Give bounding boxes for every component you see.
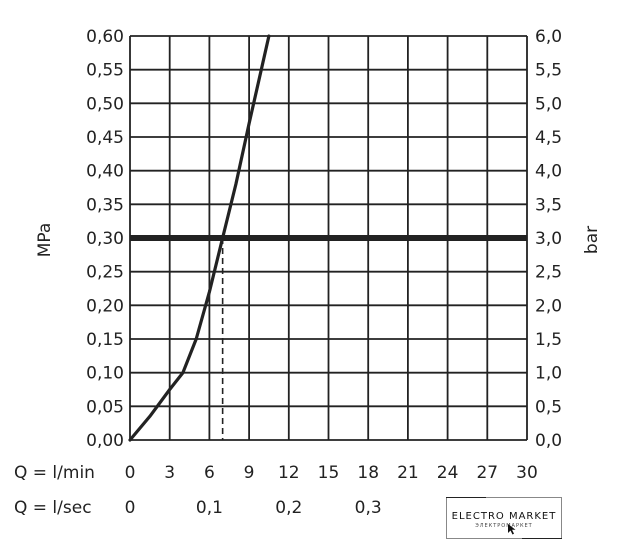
y-right-tick-label: 0,5 [535, 397, 562, 417]
cursor-icon [508, 524, 516, 535]
x-tick-label-lmin: 27 [476, 463, 498, 483]
reference-lines [130, 235, 527, 440]
x-tick-label-lsec: 0,2 [275, 498, 302, 518]
watermark-logo: ELECTRO MARKET ЭЛЕКТРОМАРКЕТ [446, 497, 562, 539]
y-right-tick-label: 2,0 [535, 296, 562, 316]
watermark-subtitle: ЭЛЕКТРОМАРКЕТ [475, 523, 532, 529]
y-right-axis-label: bar [582, 226, 602, 254]
y-right-tick-label: 5,5 [535, 61, 562, 81]
x-tick-label-lmin: 9 [244, 463, 255, 483]
x-tick-label-lmin: 3 [164, 463, 175, 483]
x-tick-label-lsec: 0,1 [196, 498, 223, 518]
x-tick-label-lmin: 6 [204, 463, 215, 483]
y-right-tick-label: 1,0 [535, 364, 562, 384]
y-left-tick-label: 0,20 [86, 296, 124, 316]
y-right-tick-label: 6,0 [535, 27, 562, 47]
y-left-tick-label: 0,55 [86, 61, 124, 81]
y-left-tick-label: 0,25 [86, 263, 124, 283]
y-right-tick-label: 4,5 [535, 128, 562, 148]
x-tick-label-lmin: 30 [516, 463, 538, 483]
y-left-tick-label: 0,40 [86, 162, 124, 182]
y-left-tick-label: 0,50 [86, 94, 124, 114]
y-left-tick-label: 0,10 [86, 364, 124, 384]
y-left-tick-label: 0,15 [86, 330, 124, 350]
x-tick-label-lmin: 24 [437, 463, 459, 483]
x-tick-label-lmin: 12 [278, 463, 300, 483]
y-left-tick-label: 0,00 [86, 431, 124, 451]
y-right-tick-label: 4,0 [535, 162, 562, 182]
y-right-tick-label: 3,0 [535, 229, 562, 249]
x-tick-label-lmin: 18 [357, 463, 379, 483]
y-left-tick-label: 0,30 [86, 229, 124, 249]
y-left-tick-label: 0,60 [86, 27, 124, 47]
y-right-tick-label: 2,5 [535, 263, 562, 283]
y-left-tick-label: 0,05 [86, 397, 124, 417]
y-right-tick-label: 1,5 [535, 330, 562, 350]
x-row2-label: Q = l/sec [14, 498, 92, 518]
x-tick-label-lsec: 0,3 [355, 498, 382, 518]
y-left-tick-label: 0,45 [86, 128, 124, 148]
watermark-title: ELECTRO MARKET [452, 511, 557, 522]
y-left-tick-label: 0,35 [86, 195, 124, 215]
x-tick-label-lmin: 0 [125, 463, 136, 483]
series-line-0 [128, 34, 271, 442]
x-tick-label-lsec: 0 [125, 498, 136, 518]
y-right-tick-label: 5,0 [535, 94, 562, 114]
y-right-tick-label: 0,0 [535, 431, 562, 451]
x-tick-label-lmin: 21 [397, 463, 419, 483]
ticks: 0,000,050,100,150,200,250,300,350,400,45… [86, 27, 562, 518]
series [128, 34, 271, 442]
y-left-axis-label: MPa [35, 223, 55, 258]
x-row1-label: Q = l/min [14, 463, 95, 483]
y-right-tick-label: 3,5 [535, 195, 562, 215]
x-tick-label-lmin: 15 [318, 463, 340, 483]
